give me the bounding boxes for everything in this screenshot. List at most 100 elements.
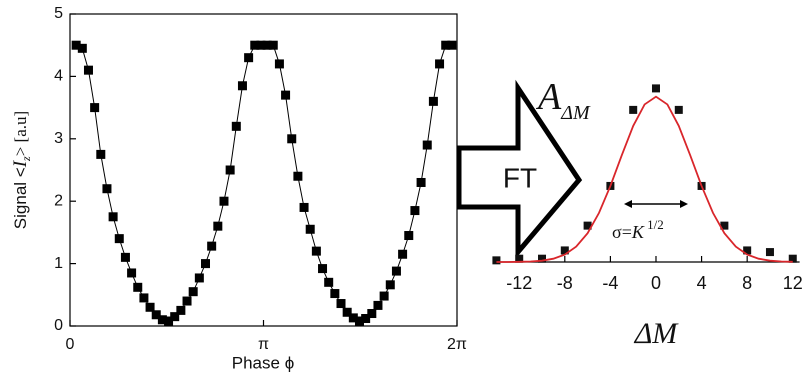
- data-point: [188, 287, 198, 297]
- data-point: [651, 84, 660, 93]
- y-tick-label: 4: [54, 68, 63, 85]
- y-label-sub: z: [19, 156, 33, 162]
- data-point: [287, 134, 297, 144]
- data-point: [348, 313, 358, 323]
- data-point: [410, 206, 420, 216]
- data-point: [225, 165, 235, 175]
- data-point: [560, 246, 569, 255]
- data-point: [182, 296, 192, 306]
- data-point: [176, 305, 186, 315]
- data-point: [102, 184, 112, 194]
- y-tick-label: 2: [54, 192, 63, 209]
- data-point: [373, 300, 383, 310]
- ft-arrow: [456, 79, 583, 259]
- data-point: [237, 81, 247, 91]
- x-tick-label: 12: [783, 273, 803, 293]
- data-point: [318, 264, 328, 274]
- data-point: [435, 59, 445, 69]
- data-point: [385, 280, 395, 290]
- data-point: [145, 302, 155, 312]
- data-point: [788, 254, 797, 263]
- width-text: σ=: [612, 222, 632, 242]
- data-point: [213, 221, 223, 231]
- data-point: [157, 315, 167, 325]
- data-point: [194, 273, 204, 283]
- data-point: [428, 96, 438, 106]
- data-point: [422, 140, 432, 150]
- amplitude-sub: ΔM: [560, 102, 591, 124]
- width-arrow: [624, 200, 688, 208]
- data-point: [170, 312, 180, 322]
- x-tick-label: -8: [557, 273, 573, 293]
- width-exp: 1/2: [644, 217, 664, 232]
- data-point: [311, 246, 321, 256]
- data-point: [293, 171, 303, 181]
- y-tick-label: 0: [54, 317, 63, 334]
- data-point: [441, 40, 451, 50]
- data-point: [281, 90, 291, 100]
- data-point: [151, 310, 161, 320]
- data-point: [354, 316, 364, 326]
- amplitude-var: A: [535, 76, 562, 118]
- data-point: [262, 40, 272, 50]
- data-point: [765, 248, 774, 257]
- data-point: [538, 254, 547, 263]
- x-tick-label: π: [258, 336, 269, 353]
- data-point: [398, 249, 408, 259]
- amplitude-label: AΔM: [535, 76, 591, 124]
- ft-label: FT: [503, 162, 537, 193]
- y-label-part: > [a.u]: [11, 111, 30, 156]
- x-tick-label: -4: [602, 273, 618, 293]
- data-point: [139, 293, 149, 303]
- data-point: [77, 43, 87, 53]
- data-point: [83, 65, 93, 75]
- x-tick-label: 4: [697, 273, 707, 293]
- data-point: [416, 177, 426, 187]
- data-point: [720, 221, 729, 230]
- data-point: [629, 105, 638, 114]
- data-point: [583, 221, 592, 230]
- data-point: [361, 314, 371, 324]
- data-point: [515, 254, 524, 263]
- data-point: [108, 212, 118, 222]
- plot-frame: [69, 13, 458, 327]
- data-point: [299, 202, 309, 212]
- y-label-var: I: [10, 159, 31, 168]
- data-point: [305, 224, 315, 234]
- data-point: [250, 40, 260, 50]
- data-point: [330, 289, 340, 299]
- data-line: [496, 95, 793, 263]
- data-point: [379, 291, 389, 301]
- data-point: [674, 105, 683, 114]
- data-point: [71, 40, 81, 50]
- data-point: [207, 241, 217, 251]
- width-label: σ=K 1/2: [612, 217, 664, 242]
- width-var: K: [631, 222, 645, 242]
- data-point: [114, 234, 124, 244]
- data-line: [75, 44, 452, 322]
- data-point: [164, 316, 174, 326]
- data-point: [342, 307, 352, 317]
- y-tick-label: 3: [54, 130, 63, 147]
- data-point: [391, 266, 401, 276]
- x-tick-label: 0: [651, 273, 661, 293]
- data-point: [244, 53, 254, 63]
- data-point: [219, 196, 229, 206]
- data-point: [492, 256, 501, 265]
- y-axis-label: Signal <Iz> [a.u]: [10, 111, 32, 229]
- x-tick-label: 8: [742, 273, 752, 293]
- data-point: [367, 309, 377, 319]
- data-point: [127, 268, 137, 278]
- x-tick-label: 0: [66, 336, 75, 353]
- x-axis-label: Phase ϕ: [232, 353, 294, 372]
- x-tick-label: 2π: [447, 336, 467, 353]
- data-point: [324, 277, 334, 287]
- data-point: [447, 40, 457, 50]
- data-point: [120, 252, 130, 262]
- data-point: [268, 40, 278, 50]
- y-label-part: Signal <: [11, 167, 30, 229]
- data-point: [274, 59, 284, 69]
- data-point: [256, 40, 266, 50]
- data-point: [133, 282, 143, 292]
